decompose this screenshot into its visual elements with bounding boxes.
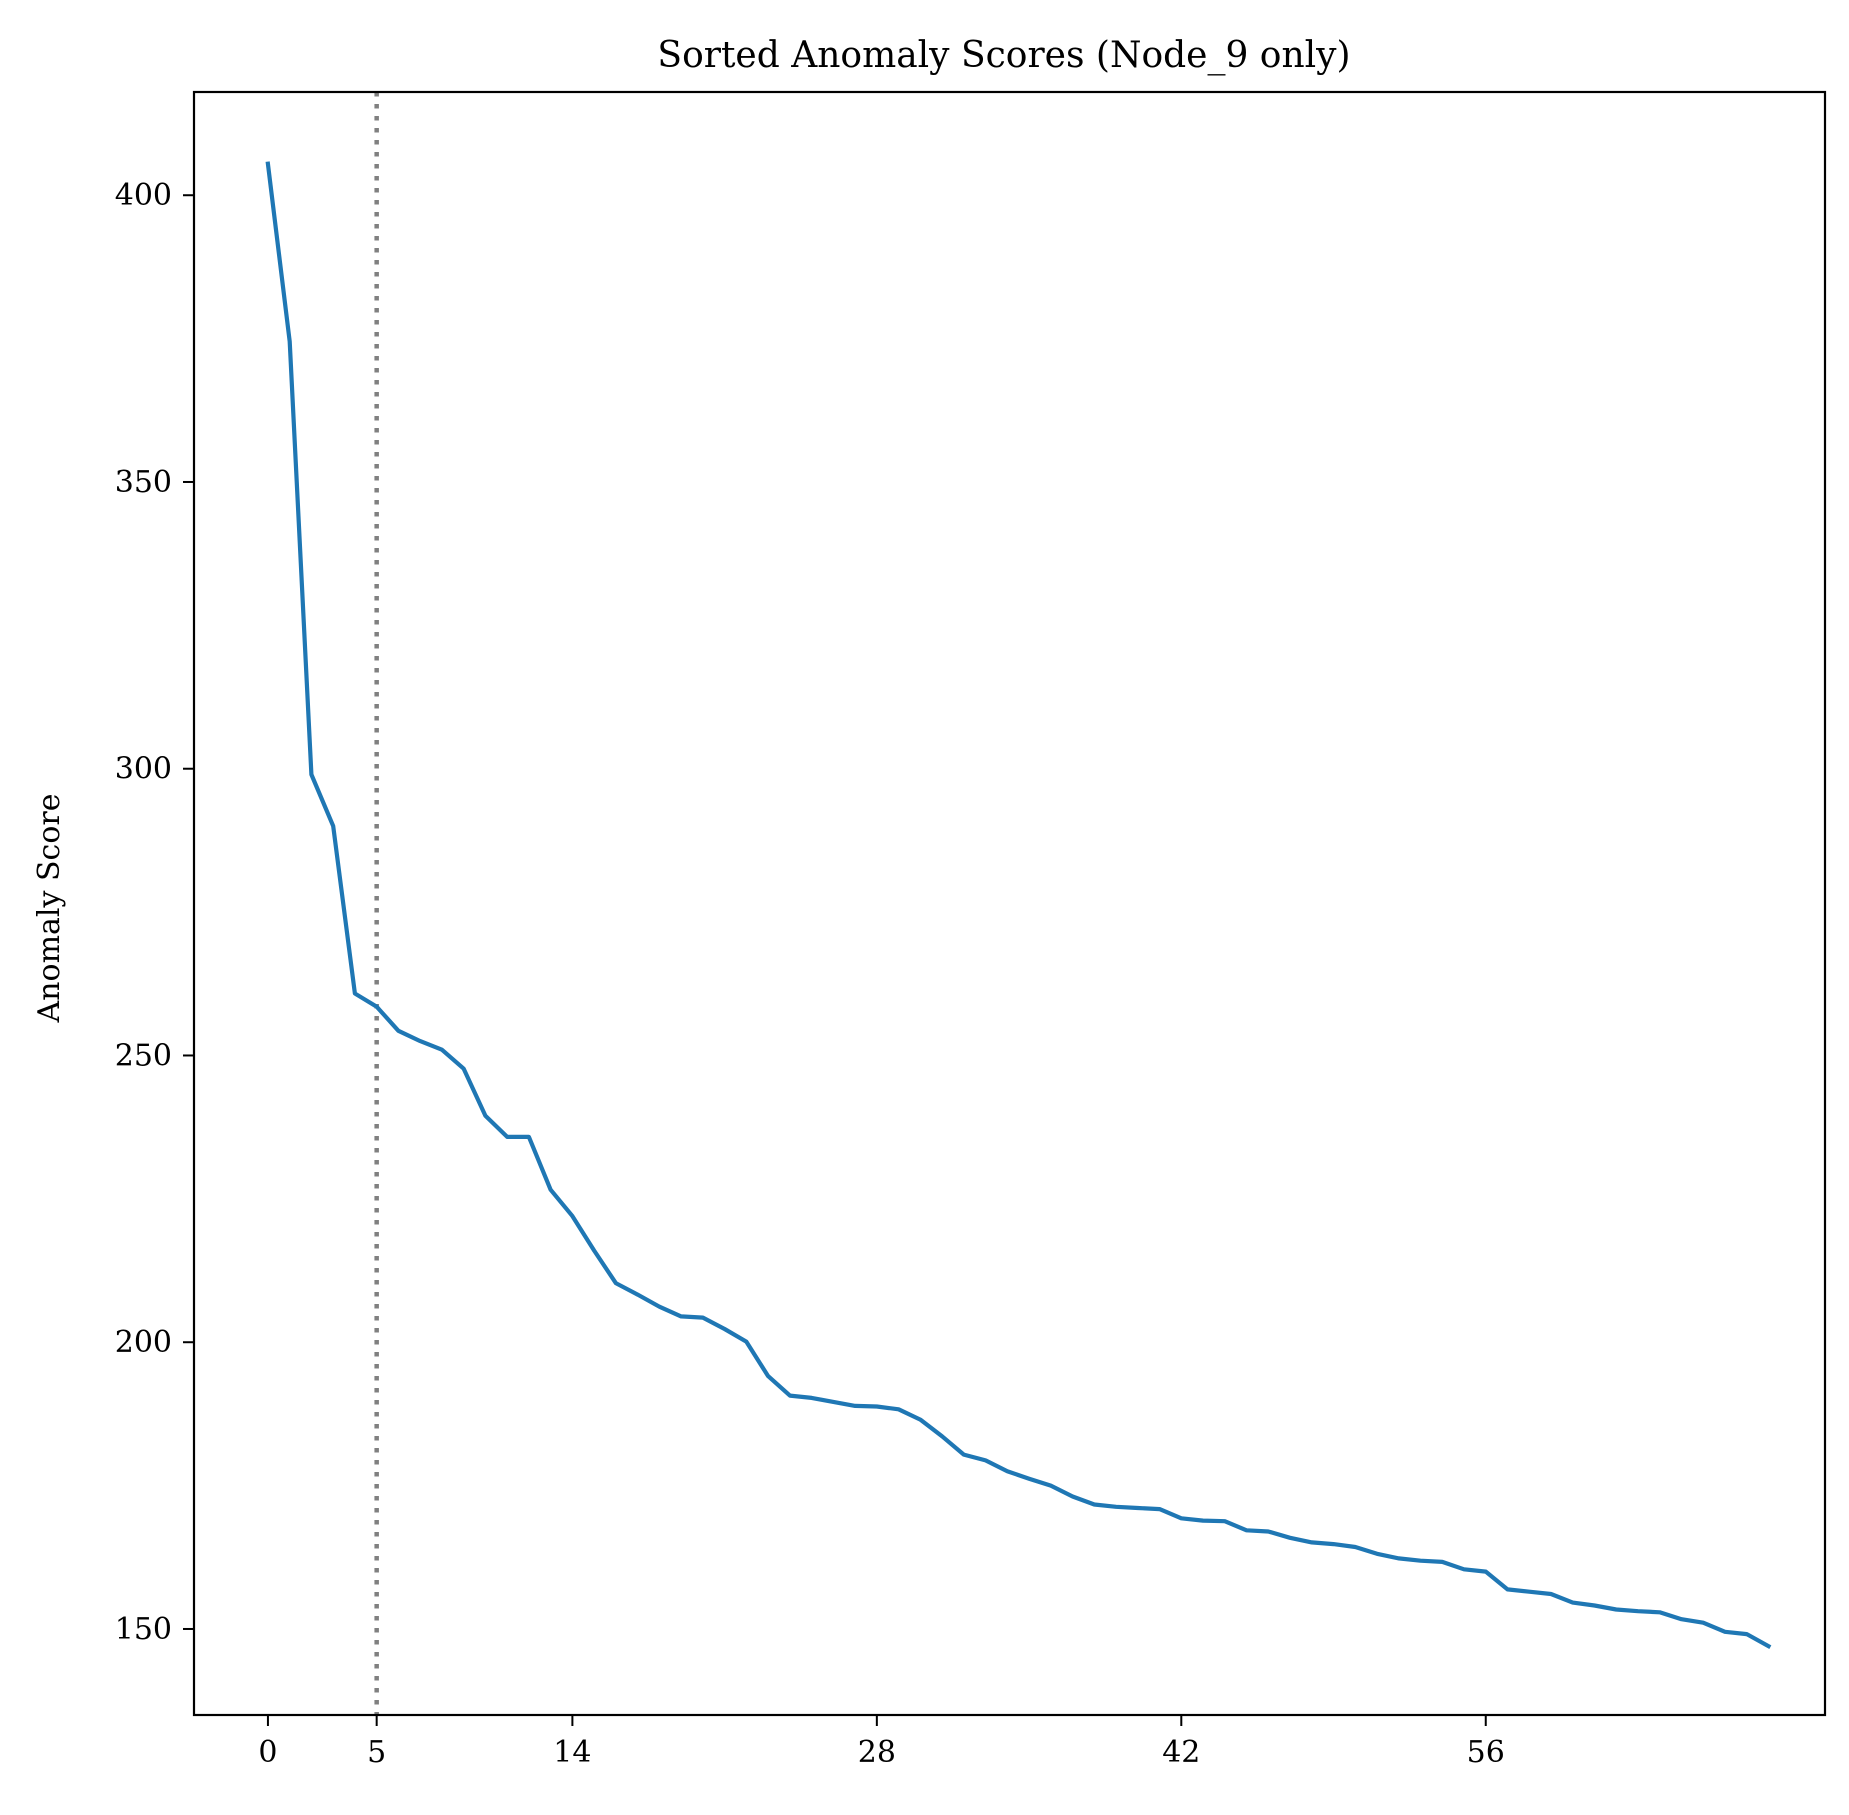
x-tick-label: 42 [1162,1735,1200,1770]
y-tick-label: 250 [115,1038,172,1073]
x-tick-label: 28 [858,1735,896,1770]
x-tick-label: 14 [553,1735,591,1770]
plot-area: 0 5 14 28 42 56 150 200 250 300 350 400 [115,90,1827,1770]
y-axis-label: Anomaly Score [32,794,67,1024]
y-tick-label: 400 [115,178,172,213]
series-line-0 [265,161,1772,1650]
y-tick-label: 200 [115,1325,172,1360]
plot-frame [192,90,1827,1717]
chart-title: Sorted Anomaly Scores (Node_9 only) [657,35,1350,76]
y-tick-label: 300 [115,752,172,787]
x-tick-label: 0 [258,1735,277,1770]
x-tick-label: 56 [1467,1735,1505,1770]
y-tick-label: 350 [115,465,172,500]
y-tick-label: 150 [115,1612,172,1647]
x-tick-label: 5 [367,1735,386,1770]
